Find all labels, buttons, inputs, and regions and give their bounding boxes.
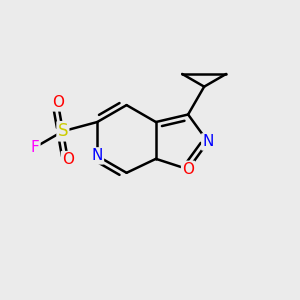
Text: N: N	[202, 134, 214, 149]
Text: S: S	[58, 122, 68, 140]
Text: O: O	[182, 162, 194, 177]
Text: F: F	[31, 140, 39, 155]
Text: O: O	[52, 95, 64, 110]
Text: O: O	[62, 152, 74, 167]
Text: N: N	[92, 148, 103, 164]
